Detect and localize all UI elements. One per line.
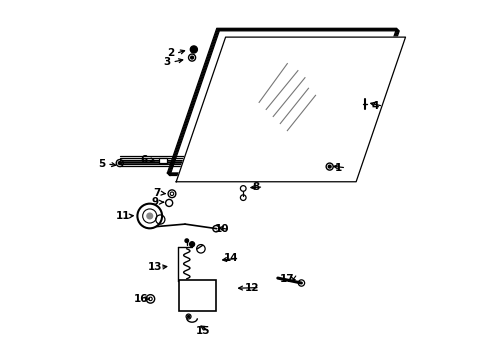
Text: 12: 12 xyxy=(245,283,259,293)
Text: 14: 14 xyxy=(223,253,238,263)
Text: 1: 1 xyxy=(335,163,342,173)
Circle shape xyxy=(185,239,189,242)
Text: 17: 17 xyxy=(280,274,294,284)
Text: 3: 3 xyxy=(164,57,171,67)
Text: 5: 5 xyxy=(98,159,106,169)
Circle shape xyxy=(147,213,152,219)
Text: 4: 4 xyxy=(372,101,379,111)
Circle shape xyxy=(191,56,194,59)
Text: 13: 13 xyxy=(148,262,162,272)
Circle shape xyxy=(119,162,121,165)
Text: 11: 11 xyxy=(116,211,130,221)
Text: 15: 15 xyxy=(196,326,210,336)
Text: 10: 10 xyxy=(215,224,229,234)
Circle shape xyxy=(188,315,190,318)
Circle shape xyxy=(190,46,197,53)
Text: 7: 7 xyxy=(153,188,161,198)
Text: 8: 8 xyxy=(252,182,259,192)
Text: 9: 9 xyxy=(151,197,159,207)
Circle shape xyxy=(190,242,195,247)
Circle shape xyxy=(328,165,331,168)
FancyBboxPatch shape xyxy=(179,280,216,311)
Text: 2: 2 xyxy=(167,48,174,58)
Text: 16: 16 xyxy=(134,294,148,304)
Text: 6: 6 xyxy=(141,155,148,165)
FancyBboxPatch shape xyxy=(159,158,167,163)
Polygon shape xyxy=(176,37,406,182)
